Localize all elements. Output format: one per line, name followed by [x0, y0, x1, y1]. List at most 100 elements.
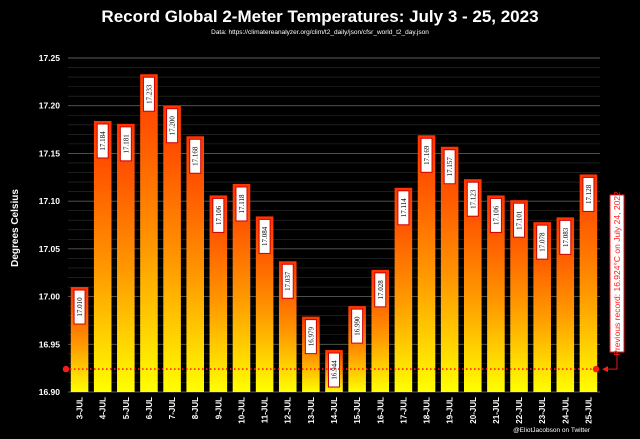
data-label: 17.184: [99, 131, 107, 151]
record-line-start-dot: [62, 365, 70, 373]
data-label: 17.010: [76, 297, 84, 317]
bar: [510, 200, 528, 392]
data-label: 17.037: [284, 271, 292, 291]
data-label-box: [466, 181, 479, 217]
data-label: 17.028: [377, 280, 385, 300]
x-tick-label: 12-JUL: [284, 397, 293, 424]
x-tick-label: 18-JUL: [423, 397, 432, 424]
data-label: 17.181: [122, 134, 130, 154]
data-label-box: [536, 224, 549, 260]
data-label-box: [489, 197, 502, 233]
x-tick-label: 5-JUL: [122, 397, 131, 419]
data-label: 17.169: [423, 145, 431, 165]
bar: [440, 146, 459, 392]
reference-line-group: Previous record: 16.924°C on July 24, 20…: [62, 191, 625, 373]
y-tick-label: 16.90: [39, 387, 61, 397]
y-tick-label: 17.05: [39, 244, 61, 254]
data-label-box: [235, 186, 248, 222]
x-tick-label: 23-JUL: [538, 397, 547, 424]
data-label-box: [328, 352, 340, 388]
bar: [232, 183, 251, 392]
bar: [163, 105, 181, 392]
x-tick-label: 6-JUL: [145, 397, 154, 419]
data-label: 17.106: [215, 205, 223, 225]
chart-subtitle: Data: https://climatereanalyzer.org/clim…: [211, 29, 429, 36]
x-tick-label: 13-JUL: [307, 397, 316, 424]
bar: [140, 74, 158, 393]
x-tick-label: 10-JUL: [237, 397, 246, 424]
data-label-box: [374, 272, 387, 308]
data-label: 17.084: [261, 226, 269, 246]
x-tick-label: 4-JUL: [99, 397, 108, 419]
data-label: 17.118: [238, 194, 246, 213]
y-axis-label: Degrees Celsius: [10, 189, 21, 267]
data-label-box: [443, 149, 456, 185]
data-label-box: [166, 108, 179, 144]
data-label: 17.123: [469, 189, 477, 209]
y-tick-label: 17.15: [39, 148, 61, 158]
data-label-box: [304, 319, 317, 355]
credit-text: @EliotJacobson on Twitter: [513, 427, 591, 434]
data-label-box: [351, 308, 364, 344]
data-label-box: [258, 218, 271, 254]
x-tick-label: 16-JUL: [376, 397, 385, 424]
x-tick-label: 20-JUL: [469, 397, 478, 424]
data-label: 17.168: [192, 146, 200, 166]
data-label-box: [281, 263, 294, 299]
y-tick-label: 17.25: [39, 53, 61, 63]
chart-title: Record Global 2-Meter Temperatures: July…: [101, 7, 538, 26]
record-annotation-label: Previous record: 16.924°C on July 24, 20…: [612, 191, 622, 356]
data-label: 17.233: [145, 84, 153, 104]
x-tick-label: 19-JUL: [446, 397, 455, 424]
data-label: 17.083: [562, 227, 570, 247]
data-label: 17.101: [516, 210, 524, 230]
y-tick-label: 17.10: [39, 196, 61, 206]
x-tick-label: 22-JUL: [515, 397, 524, 424]
x-tick-label: 8-JUL: [191, 397, 200, 419]
data-label-box: [142, 76, 155, 112]
x-tick-label: 11-JUL: [261, 397, 270, 423]
bar: [579, 174, 598, 392]
bar: [255, 216, 274, 392]
y-tick-label: 17.00: [39, 292, 61, 302]
bar: [556, 217, 575, 392]
bar: [417, 135, 436, 392]
data-label-box: [189, 138, 202, 174]
x-tick-label: 7-JUL: [168, 397, 177, 419]
x-tick-label: 9-JUL: [214, 397, 223, 419]
data-label: 17.157: [446, 157, 454, 177]
bar: [487, 195, 505, 392]
bar: [186, 136, 205, 392]
data-label-box: [420, 137, 433, 173]
x-tick-labels: 3-JUL 4-JUL 5-JUL 6-JUL 7-JUL 8-JUL 9-JUL 10-JU…: [76, 397, 594, 424]
data-label: 16.990: [354, 316, 362, 336]
x-tick-label: 3-JUL: [76, 397, 85, 419]
bar: [394, 187, 413, 392]
x-tick-label: 15-JUL: [353, 397, 362, 424]
data-label-box: [513, 202, 526, 238]
x-tick-label: 24-JUL: [561, 397, 570, 424]
y-tick-label: 17.20: [39, 101, 61, 111]
bar: [209, 195, 228, 392]
data-label: 17.200: [169, 116, 177, 136]
x-tick-label: 25-JUL: [584, 397, 593, 424]
data-label: 17.106: [492, 205, 500, 225]
bars: [70, 74, 598, 393]
x-tick-label: 14-JUL: [330, 397, 339, 424]
data-label-box: [96, 123, 109, 159]
data-label: 17.114: [400, 198, 408, 217]
record-line-end-dot: [592, 365, 600, 373]
x-tick-label: 17-JUL: [399, 397, 408, 424]
bar: [117, 123, 135, 393]
bar: [463, 179, 482, 392]
data-label-box: [559, 219, 572, 255]
data-label-box: [212, 197, 225, 233]
data-labels: 17.010 17.184 17.181 17.233 17.200 17.168 17.1…: [73, 76, 595, 388]
y-tick-labels: 16.90 16.95 17.00 17.05 17.10 17.15 17.20 17.25: [39, 53, 61, 397]
data-label-box: [119, 126, 132, 162]
bar: [93, 120, 112, 393]
y-tick-label: 16.95: [39, 339, 61, 349]
x-tick-label: 21-JUL: [492, 397, 501, 424]
data-label: 17.078: [539, 232, 547, 252]
